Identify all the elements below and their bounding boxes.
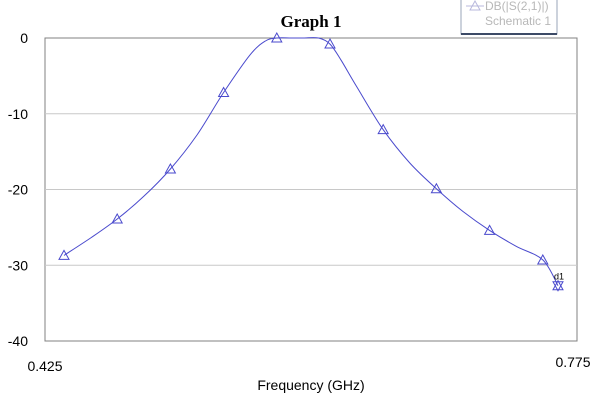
grid-lines [45,113,577,266]
legend-entry-series: DB(|S(2,1)|) [485,0,549,13]
data-point-marker [164,163,177,174]
y-tick-label: 0 [20,30,28,46]
data-point-marker [377,123,390,135]
data-point-marker [217,86,230,98]
series-line [63,37,559,286]
x-axis-label: Frequency (GHz) [257,377,364,393]
data-point-marker [430,182,443,194]
chart-title: Graph 1 [281,12,342,31]
data-point-marker [536,253,549,265]
marker-d1-inverted [552,281,564,292]
y-tick-label: -40 [8,333,28,349]
legend-triangle-icon [469,0,481,11]
legend[interactable]: DB(|S(2,1)|) Schematic 1 [460,0,558,35]
data-point-marker [324,38,336,49]
y-tick-label: -30 [8,257,28,273]
y-tick-labels: 0 -10 -20 -30 -40 [8,30,28,349]
y-tick-label: -10 [8,106,28,122]
x-tick-label-max: 0.775 [555,354,590,370]
data-point-marker [270,31,283,43]
marker-label-d1: d1 [554,272,564,282]
x-tick-label-min: 0.425 [27,358,62,374]
data-point-marker [111,213,124,224]
series-markers [58,31,564,292]
data-point-marker [483,224,496,235]
legend-entry-schematic: Schematic 1 [485,14,551,28]
data-point-marker [58,249,70,260]
y-tick-label: -20 [8,182,28,198]
